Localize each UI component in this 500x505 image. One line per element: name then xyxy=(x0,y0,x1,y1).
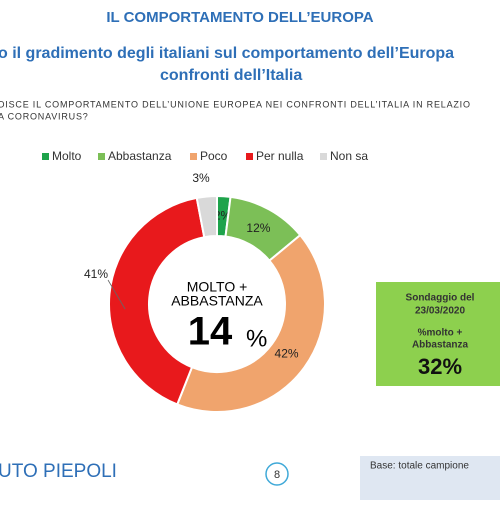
center-value: 14 xyxy=(188,310,233,354)
legend-swatch xyxy=(320,153,327,160)
center-unit: % xyxy=(246,325,267,352)
donut-slice xyxy=(195,194,218,239)
box-value: 32% xyxy=(418,354,462,379)
page-circle xyxy=(265,462,289,486)
legend-swatch xyxy=(42,153,49,160)
legend-swatch xyxy=(190,153,197,160)
box-text: 23/03/2020 xyxy=(415,306,465,317)
subtitle: confronti dell’Italia xyxy=(160,67,302,84)
box-text: Abbastanza xyxy=(412,340,469,351)
question: A CORONAVIRUS? xyxy=(0,111,89,121)
legend-swatch xyxy=(246,153,253,160)
page-number: 8 xyxy=(274,469,280,481)
legend-label: Non sa xyxy=(330,149,368,163)
title: IL COMPORTAMENTO DELL’EUROPA xyxy=(106,9,373,26)
box-text: Sondaggio del xyxy=(406,293,475,304)
legend-swatch xyxy=(98,153,105,160)
donut-slice xyxy=(175,233,326,413)
subtitle: o il gradimento degli italiani sul compo… xyxy=(0,45,454,62)
donut-slice xyxy=(108,196,206,406)
leader-line xyxy=(107,279,126,310)
center-text: ABBASTANZA xyxy=(171,293,263,309)
legend-label: Abbastanza xyxy=(108,149,172,163)
box-text: %molto + xyxy=(418,328,463,339)
data-label: 12% xyxy=(246,221,270,235)
base-box xyxy=(360,456,500,500)
summary-box xyxy=(376,282,500,386)
base-text: Base: totale campione xyxy=(370,461,469,472)
center-text: MOLTO + xyxy=(187,279,248,295)
brand: UTO PIEPOLI xyxy=(0,461,117,482)
data-label: 42% xyxy=(275,347,299,361)
legend-label: Poco xyxy=(200,149,228,163)
data-label: 41% xyxy=(84,267,108,281)
data-label: 3% xyxy=(192,171,210,185)
legend-label: Molto xyxy=(52,149,82,163)
legend-label: Per nulla xyxy=(256,149,304,163)
question: DISCE IL COMPORTAMENTO DELL’UNIONE EUROP… xyxy=(0,99,471,109)
